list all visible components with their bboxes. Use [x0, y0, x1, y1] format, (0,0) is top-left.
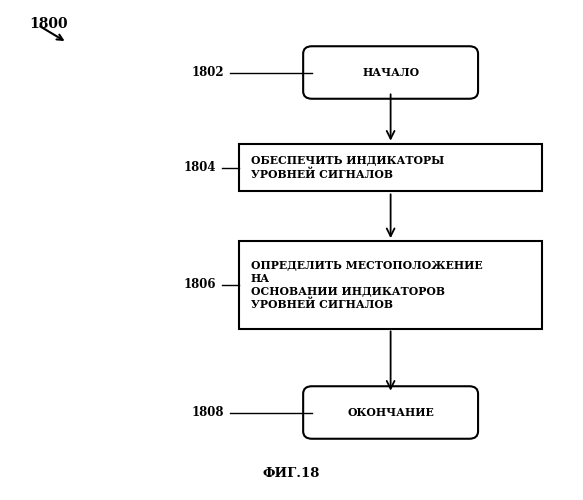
- Text: ОБЕСПЕЧИТЬ ИНДИКАТОРЫ
УРОВНЕЙ СИГНАЛОВ: ОБЕСПЕЧИТЬ ИНДИКАТОРЫ УРОВНЕЙ СИГНАЛОВ: [251, 156, 444, 180]
- Text: 1806: 1806: [183, 278, 216, 291]
- Text: НАЧАЛО: НАЧАЛО: [362, 67, 419, 78]
- Text: 1808: 1808: [192, 406, 224, 419]
- Text: 1804: 1804: [183, 161, 216, 174]
- Text: 1800: 1800: [29, 18, 68, 32]
- Bar: [239, 242, 542, 329]
- Text: ОПРЕДЕЛИТЬ МЕСТОПОЛОЖЕНИЕ
НА
ОСНОВАНИИ ИНДИКАТОРОВ
УРОВНЕЙ СИГНАЛОВ: ОПРЕДЕЛИТЬ МЕСТОПОЛОЖЕНИЕ НА ОСНОВАНИИ И…: [251, 260, 482, 310]
- Text: 1802: 1802: [192, 66, 224, 79]
- Text: ФИГ.18: ФИГ.18: [263, 467, 320, 480]
- FancyBboxPatch shape: [303, 386, 478, 439]
- FancyBboxPatch shape: [303, 46, 478, 99]
- Bar: [239, 144, 542, 191]
- Text: ОКОНЧАНИЕ: ОКОНЧАНИЕ: [347, 407, 434, 418]
